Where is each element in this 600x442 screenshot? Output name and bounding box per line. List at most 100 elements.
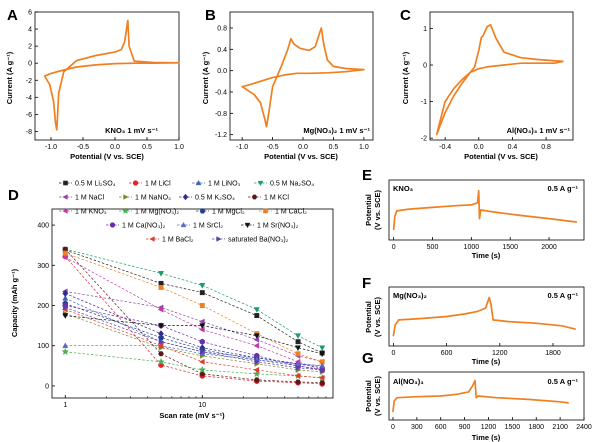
series-group	[62, 253, 326, 387]
data-point	[198, 326, 205, 333]
series-group	[62, 300, 326, 373]
series-line-b	[241, 27, 365, 128]
data-point	[252, 369, 261, 378]
y-axis-label: Current (A g⁻¹)	[401, 51, 410, 104]
legend-item: 1 M NaCl	[59, 194, 105, 202]
x-tick-label: 300	[411, 424, 423, 431]
plot-frame	[34, 11, 180, 141]
legend-label: 1 M KNO₃	[75, 209, 107, 216]
y-tick-label: 300	[37, 263, 49, 270]
x-tick-label: 0	[391, 350, 395, 357]
y-tick-label: -0.8	[215, 111, 227, 118]
data-point	[199, 283, 206, 289]
data-point	[62, 304, 69, 311]
plot-frame	[229, 11, 374, 141]
legend-label: 0.5 M K₂SO₄	[195, 195, 235, 202]
series-line	[65, 309, 323, 379]
legend-item: 1 M KCl	[248, 195, 289, 202]
series-line-a	[43, 19, 180, 131]
y-tick-label: -1.2	[215, 132, 227, 139]
x-axis-label: Potential (V vs. SCE)	[464, 152, 538, 161]
data-point	[319, 345, 326, 352]
y-tick-label: 0.0	[217, 68, 227, 75]
data-point	[199, 348, 206, 355]
plot-frame	[388, 371, 585, 421]
data-point	[295, 339, 301, 345]
y-tick-label: 2	[28, 44, 32, 51]
series-line	[65, 256, 323, 371]
series-group	[62, 302, 326, 373]
y-axis-label: Potential(V vs. SCE)	[364, 189, 382, 230]
legend-marker	[199, 208, 206, 214]
x-tick-label: 0	[392, 244, 396, 251]
data-point	[157, 271, 165, 277]
plot-frame	[388, 286, 585, 347]
data-point	[254, 358, 261, 365]
panel-label: F	[362, 275, 371, 292]
series-group	[62, 304, 326, 373]
series-group	[61, 288, 325, 365]
data-point	[157, 357, 165, 366]
x-tick-label: 0.5	[142, 144, 152, 151]
legend-marker	[257, 180, 264, 187]
panel-annotation: Mg(NO₃)₂	[393, 291, 427, 300]
legend-item: 1 M Mg(NO₃)₂	[119, 207, 179, 216]
legend-marker	[182, 193, 189, 201]
legend-item: 1 M Sr(NO₃)₂	[241, 223, 299, 230]
x-axis-label: Potential (V vs. SCE)	[264, 152, 338, 161]
series-line	[65, 256, 323, 385]
y-tick-label: 200	[37, 303, 49, 310]
x-tick-label: 1800	[528, 424, 544, 431]
y-axis-label: Current (A g⁻¹)	[5, 51, 14, 104]
x-axis-label: Time (s)	[472, 433, 501, 442]
x-tick-label: 0.8	[541, 144, 551, 151]
legend-item: 0.5 M Na₂SO₄	[254, 181, 314, 188]
x-tick-label: 1500	[505, 424, 521, 431]
data-point	[253, 377, 260, 383]
data-point	[62, 250, 68, 256]
x-tick-label: 600	[435, 424, 447, 431]
legend-marker	[109, 222, 116, 228]
legend-marker	[62, 194, 68, 200]
current-density-label: 0.5 A g⁻¹	[548, 184, 579, 193]
x-tick-label: -1.0	[45, 144, 57, 151]
series-line	[65, 345, 323, 367]
legend-marker	[263, 208, 268, 214]
legend-marker	[149, 236, 155, 242]
y-tick-label: -4	[26, 95, 32, 102]
data-point	[157, 323, 165, 330]
series-group	[61, 347, 327, 382]
panel-label: C	[400, 7, 411, 24]
y-tick-label: 0.8	[217, 26, 227, 33]
legend-label: 1 M LiCl	[145, 181, 171, 188]
y-tick-label: 6	[28, 10, 32, 17]
legend-marker	[244, 222, 251, 229]
data-point	[199, 323, 206, 330]
x-tick-label: 1	[63, 402, 67, 409]
series-line	[65, 303, 323, 371]
data-point	[199, 303, 205, 308]
series-line-c	[435, 23, 564, 136]
data-point	[198, 318, 205, 325]
y-tick-label: 0.4	[217, 47, 227, 54]
data-point	[253, 307, 260, 313]
data-point	[253, 336, 260, 343]
data-point	[199, 338, 206, 345]
x-tick-label: 2100	[552, 424, 568, 431]
series-line	[65, 297, 323, 367]
legend-marker	[195, 179, 202, 186]
series-group	[61, 306, 325, 381]
data-point	[62, 313, 69, 319]
x-axis-label: Time (s)	[472, 357, 501, 366]
legend-label: 0.5 M Na₂SO₄	[270, 181, 314, 188]
data-point	[294, 333, 302, 340]
data-point	[319, 380, 326, 386]
series-line	[65, 252, 323, 363]
legend-label: 1 M CaCl₂	[275, 209, 307, 216]
x-tick-label: -0.5	[267, 144, 279, 151]
legend-label: 1 M KCl	[264, 195, 289, 202]
legend-item: 1 M CaCl₂	[259, 209, 307, 216]
legend-label: 0.5 M Li₂SO₄	[75, 181, 116, 188]
legend-label: 1 M Mg(NO₃)₂	[135, 209, 179, 216]
